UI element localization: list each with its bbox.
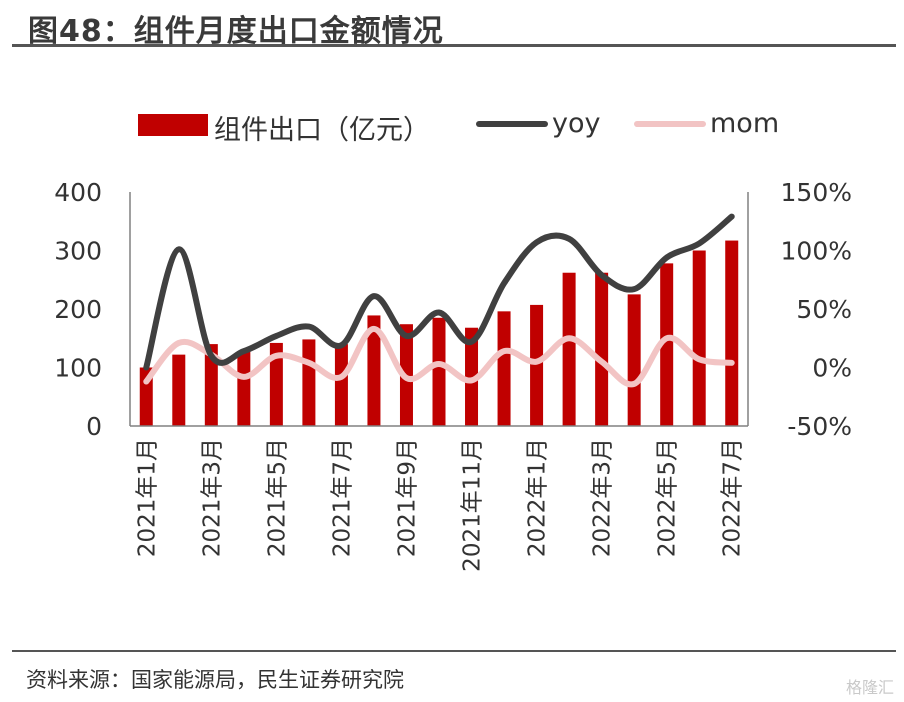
legend-swatch-mom (634, 121, 706, 127)
title-rule (12, 44, 896, 47)
bar-5 (269, 342, 283, 426)
source-note: 资料来源：国家能源局，民生证券研究院 (26, 668, 404, 692)
legend-item-mom: mom (634, 104, 794, 144)
watermark-logo: 格隆汇 (845, 678, 894, 697)
x-tick-label: 2021年9月 (394, 438, 420, 557)
y-axis-left-ticks: 400 300 200 100 0 (54, 178, 102, 441)
footer-rule (12, 650, 896, 652)
y-right-tick-label: 0% (812, 354, 852, 383)
y-left-tick-label: 400 (54, 178, 102, 207)
x-tick-label: 2021年7月 (329, 438, 355, 557)
y-right-tick-label: 50% (796, 295, 852, 324)
bar-2 (172, 354, 186, 426)
bar-4 (237, 351, 251, 426)
y-left-tick-label: 200 (54, 295, 102, 324)
line-series (143, 213, 735, 388)
y-right-tick-label: -50% (787, 412, 852, 441)
bar-15 (595, 272, 609, 426)
y-left-tick-label: 100 (54, 354, 102, 383)
bar-17 (660, 263, 674, 426)
x-tick-label: 2022年3月 (590, 438, 616, 557)
bar-series (139, 240, 739, 426)
bar-13 (530, 304, 544, 426)
bar-19 (725, 240, 739, 426)
bar-18 (692, 250, 706, 426)
y-left-tick-label: 0 (86, 412, 102, 441)
x-tick-label: 2021年11月 (460, 438, 486, 572)
y-right-tick-label: 150% (781, 178, 852, 207)
legend-label-mom: mom (710, 108, 780, 139)
legend-label-exports: 组件出口（亿元） (214, 115, 430, 146)
x-axis-ticks: 2021年1月 2021年3月 2021年5月 2021年7月 2021年9月 2021年… (134, 438, 745, 572)
bar-6 (302, 339, 316, 426)
bar-8 (367, 315, 381, 426)
x-tick-label: 2022年7月 (720, 438, 746, 557)
legend-label-yoy: yoy (552, 108, 601, 139)
legend-item-exports: 组件出口（亿元） (138, 104, 438, 146)
x-tick-label: 2022年1月 (525, 438, 551, 557)
x-tick-label: 2021年5月 (264, 438, 290, 557)
bar-10 (432, 317, 446, 426)
x-tick-label: 2021年3月 (199, 438, 225, 557)
bar-12 (497, 311, 511, 426)
bar-7 (334, 344, 348, 426)
bar-11 (465, 327, 479, 426)
y-axis-right-ticks: 150% 100% 50% 0% -50% (781, 178, 852, 441)
x-tick-label: 2021年1月 (134, 438, 160, 557)
bar-16 (627, 294, 641, 426)
legend-swatch-yoy (476, 121, 548, 127)
bar-3 (204, 344, 218, 426)
figure-title: 图48：组件月度出口金额情况 (28, 14, 444, 49)
y-left-tick-label: 300 (54, 237, 102, 266)
axes (129, 192, 749, 427)
x-tick-label: 2022年5月 (655, 438, 681, 557)
legend-item-yoy: yoy (476, 104, 616, 144)
legend-swatch-bar (138, 114, 208, 136)
mom-line (143, 325, 735, 388)
y-right-tick-label: 100% (781, 237, 852, 266)
yoy-line (143, 213, 735, 371)
bar-14 (562, 272, 576, 426)
